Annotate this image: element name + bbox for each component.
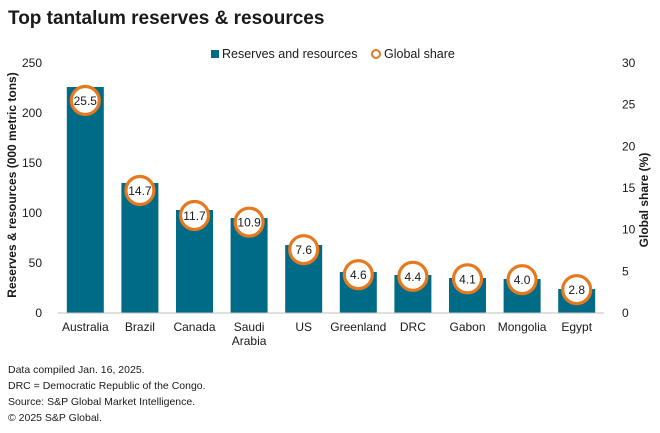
share-data-label: 4.6	[350, 268, 367, 282]
footnote-abbreviation: DRC = Democratic Republic of the Congo.	[8, 380, 206, 392]
y2-axis-title: Global share (%)	[637, 153, 651, 248]
footnotes: Data compiled Jan. 16, 2025. DRC = Democ…	[8, 362, 206, 426]
share-data-label: 4.1	[459, 272, 476, 286]
y2-tick-label: 20	[622, 139, 636, 153]
y2-tick-label: 10	[622, 223, 636, 237]
x-tick-label: Australia	[62, 320, 109, 334]
y-tick-label: 250	[22, 56, 42, 70]
x-axis-labels: Australia Brazil Canada Saudi Arabia US Greenl…	[62, 320, 593, 348]
x-tick-label: Saudi Arabia	[232, 320, 267, 348]
y-tick-label: 0	[35, 306, 42, 320]
share-marker: 4.4	[397, 260, 429, 292]
share-marker-ring	[178, 199, 211, 232]
x-tick-label: Egypt	[561, 320, 592, 334]
chart-plot: 0 50 100 150 200 250 0 5 10 15 20 25 30 25.5 14.7 11.…	[5, 56, 651, 348]
share-marker: 2.8	[561, 274, 593, 306]
share-marker-ring	[397, 260, 429, 292]
x-tick-label: US	[295, 320, 312, 334]
legend-item-reserves: Reserves and resources	[211, 47, 357, 61]
share-marker: 25.5	[69, 84, 101, 117]
legend-label-global-share: Global share	[384, 47, 455, 61]
y-tick-label: 150	[22, 156, 42, 170]
right-axis: 0 5 10 15 20 25 30	[622, 56, 636, 320]
x-tick-label: Gabon	[449, 320, 485, 334]
y2-tick-label: 5	[622, 264, 629, 278]
y-axis-title: Reserves & resources (000 metric tons)	[5, 72, 19, 297]
x-tick-label: Canada	[173, 320, 215, 334]
y2-tick-label: 30	[622, 56, 636, 70]
chart-title: Top tantalum reserves & resources	[8, 8, 325, 29]
share-marker-ring	[451, 263, 484, 295]
legend-item-global-share: Global share	[371, 47, 455, 61]
legend: Reserves and resources Global share	[0, 47, 660, 65]
share-data-label: 11.7	[183, 209, 206, 223]
share-marker-ring	[561, 274, 593, 306]
x-tick-label: Greenland	[330, 320, 386, 334]
x-tick-label: DRC	[400, 320, 426, 334]
y2-tick-label: 15	[622, 181, 636, 195]
share-data-label: 4.4	[405, 270, 422, 284]
y-tick-label: 100	[22, 206, 42, 220]
footnote-date: Data compiled Jan. 16, 2025.	[8, 364, 145, 376]
share-marker: 14.7	[124, 174, 156, 207]
legend-marker-global-share	[371, 49, 381, 59]
footnote-source: Source: S&P Global Market Intelligence.	[8, 396, 196, 408]
share-data-label: 14.7	[128, 184, 152, 198]
legend-label-reserves: Reserves and resources	[222, 47, 358, 61]
marker-series: 25.5 14.7 11.7 10.9 7.6 4.6 4.4 4.1 4.0 2.8	[69, 84, 593, 306]
share-data-label: 2.8	[568, 283, 585, 297]
x-tick-label: Mongolia	[498, 320, 547, 334]
share-marker: 10.9	[233, 206, 265, 238]
left-axis: 0 50 100 150 200 250	[22, 56, 42, 320]
share-marker-ring	[69, 84, 101, 117]
share-marker: 4.6	[342, 259, 374, 291]
share-marker-ring	[506, 264, 538, 296]
y-tick-label: 50	[29, 256, 43, 270]
share-marker-ring	[288, 234, 320, 266]
bar	[66, 87, 104, 313]
share-marker-ring	[233, 206, 265, 238]
y2-tick-label: 0	[622, 306, 629, 320]
share-marker: 11.7	[178, 199, 211, 232]
share-data-label: 10.9	[237, 216, 261, 230]
footnote-copyright: © 2025 S&P Global.	[8, 412, 102, 424]
share-marker: 4.0	[506, 264, 538, 296]
x-tick-label: Brazil	[125, 320, 155, 334]
share-marker: 4.1	[451, 263, 484, 295]
share-marker: 7.6	[288, 234, 320, 266]
share-marker-ring	[342, 259, 374, 291]
y2-tick-label: 25	[622, 98, 636, 112]
legend-swatch-reserves	[211, 50, 219, 58]
share-data-label: 4.0	[514, 273, 531, 287]
y-tick-label: 200	[22, 106, 42, 120]
share-marker-ring	[124, 174, 156, 207]
share-data-label: 7.6	[295, 243, 312, 257]
share-data-label: 25.5	[74, 94, 98, 108]
